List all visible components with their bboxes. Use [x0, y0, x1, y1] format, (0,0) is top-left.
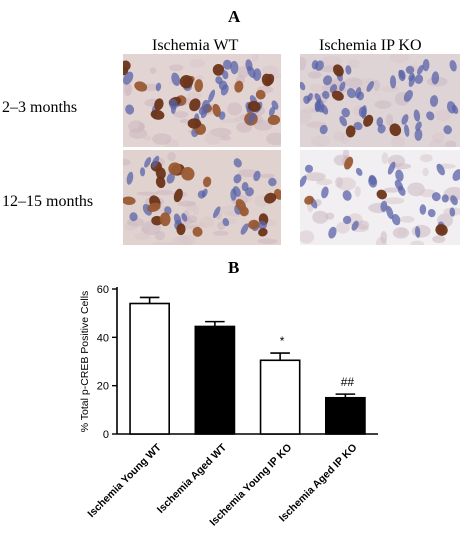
column-title-wt: Ischemia WT [152, 37, 239, 54]
panel-b-label: B [228, 258, 240, 277]
significance-marker: * [280, 334, 285, 348]
row-title-aged: 12–15 months [2, 193, 94, 210]
y-tick-label: 40 [97, 332, 109, 344]
column-title-ipko: Ischemia IP KO [319, 37, 422, 54]
micrograph-aged-ipko [300, 150, 460, 245]
significance-marker: ## [341, 375, 355, 389]
error-bar [335, 393, 356, 398]
bar [259, 359, 301, 435]
bar [129, 302, 171, 435]
x-tick-label: Ischemia Young WT [85, 441, 164, 520]
bar [194, 325, 236, 435]
panel-a-label: A [228, 7, 241, 26]
y-tick-label: 20 [97, 381, 109, 393]
bar-chart: 0 20 40 60 % Total p-CREB Positive Cells Isch… [0, 270, 473, 550]
bar [324, 396, 366, 435]
micrograph-young-wt [123, 54, 281, 147]
error-bar [139, 296, 160, 304]
micrograph-young-ipko [300, 54, 460, 147]
y-tick-label: 0 [103, 429, 109, 441]
y-tick-label: 60 [97, 284, 109, 296]
error-bar [270, 352, 290, 361]
row-title-young: 2–3 months [2, 99, 78, 116]
x-tick-label: Ischemia Aged WT [155, 441, 230, 516]
error-bar [205, 320, 225, 327]
micrograph-aged-wt [123, 150, 281, 245]
y-axis-label: % Total p-CREB Positive Cells [79, 291, 91, 433]
